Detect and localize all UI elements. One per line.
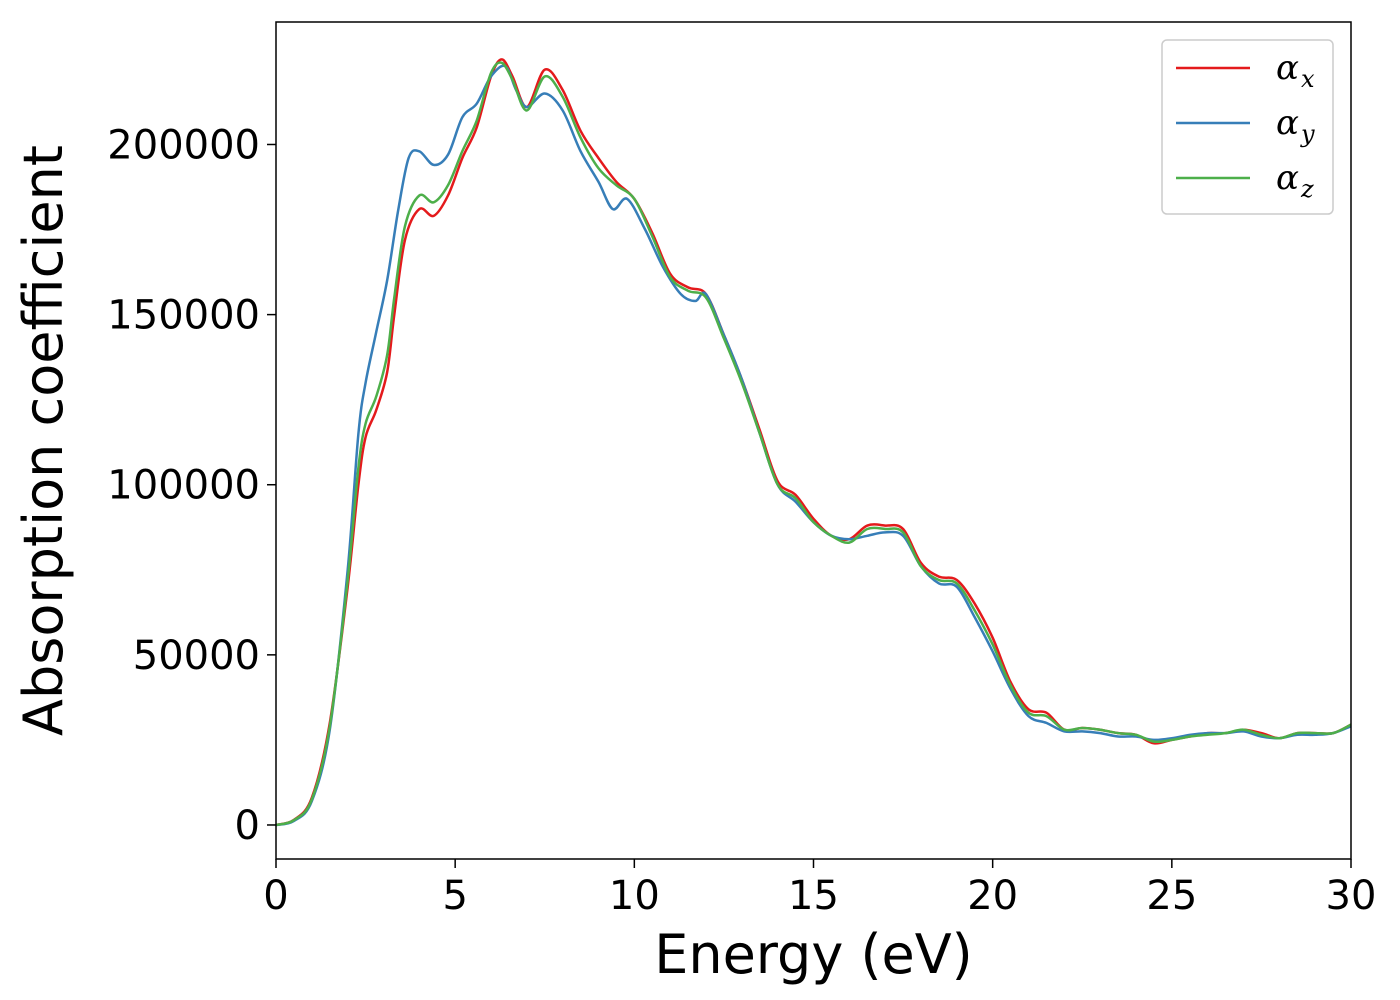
x-tick-label: 30 — [1326, 873, 1377, 919]
y-tick-label: 100000 — [107, 463, 260, 509]
legend: αx αy αz — [1161, 39, 1334, 215]
y-axis-label: Absorption coefficient — [12, 145, 75, 736]
x-tick-label: 15 — [788, 873, 839, 919]
series-line-alpha-z — [275, 61, 1352, 827]
legend-label-alpha-y: αy — [1276, 103, 1315, 148]
y-tick-label: 200000 — [107, 122, 260, 168]
x-tick-label: 0 — [263, 873, 288, 919]
legend-label-alpha-x: αx — [1276, 48, 1315, 93]
legend-label-alpha-z: αz — [1276, 158, 1314, 203]
legend-box — [1161, 39, 1334, 215]
y-tick-label: 150000 — [107, 293, 260, 339]
x-axis: 0 5 10 15 20 25 30 — [263, 859, 1376, 919]
y-axis: 0 50000 100000 150000 200000 — [107, 122, 276, 849]
x-tick-label: 25 — [1146, 873, 1197, 919]
x-tick-label: 10 — [609, 873, 660, 919]
x-tick-label: 5 — [442, 873, 467, 919]
y-tick-label: 0 — [235, 803, 260, 849]
y-tick-label: 50000 — [133, 633, 260, 679]
x-tick-label: 20 — [967, 873, 1018, 919]
series-lines — [275, 58, 1352, 827]
x-axis-label: Energy (eV) — [654, 923, 973, 986]
